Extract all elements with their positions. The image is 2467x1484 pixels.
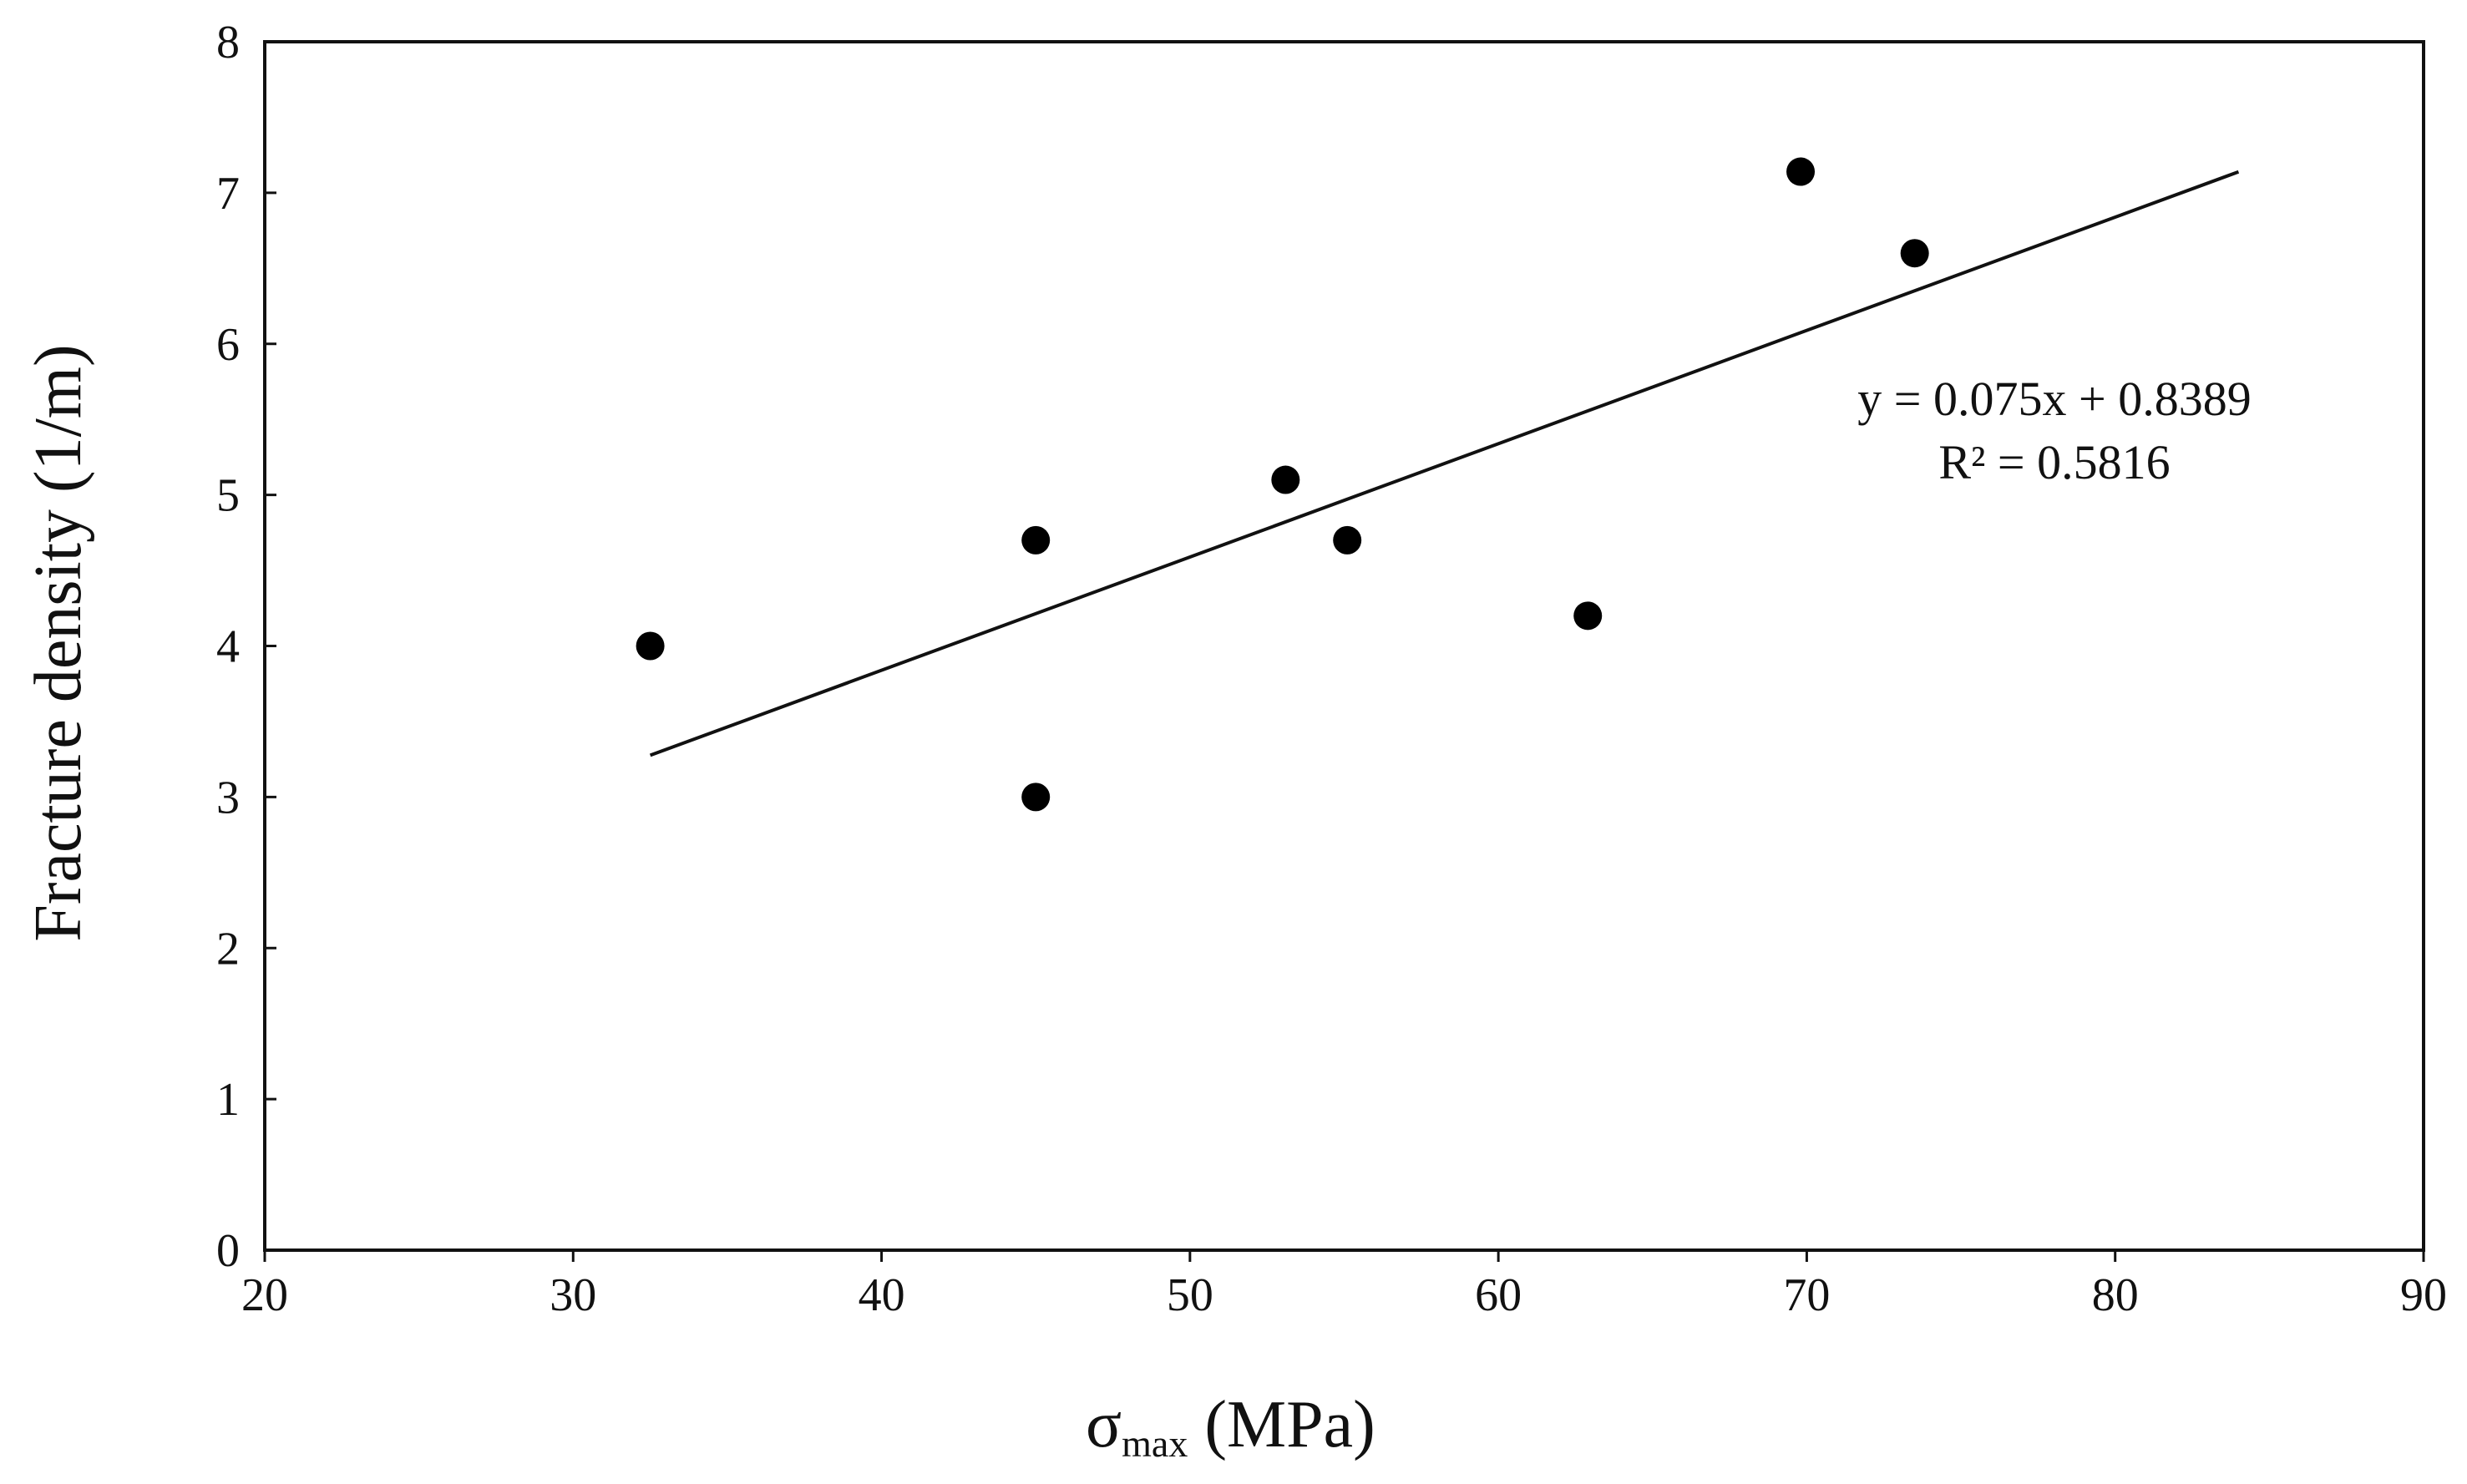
- x-tick-label: 20: [241, 1269, 288, 1321]
- data-point: [1786, 157, 1816, 186]
- x-tick-label: 40: [859, 1269, 905, 1321]
- x-tick-label: 30: [550, 1269, 596, 1321]
- x-axis-title: σmax (MPa): [1086, 1388, 1375, 1465]
- x-tick-label: 90: [2400, 1269, 2447, 1321]
- x-tick-label: 80: [2092, 1269, 2139, 1321]
- y-tick-label: 0: [216, 1225, 240, 1277]
- x-axis-ticks: 20 30 40 50 60 70 80 90: [241, 1250, 2447, 1321]
- y-tick-label: 2: [216, 923, 240, 975]
- x-axis-symbol: σ: [1086, 1388, 1122, 1461]
- data-point: [1021, 525, 1051, 555]
- y-tick-label: 8: [216, 17, 240, 68]
- data-points: [636, 157, 1929, 812]
- x-axis-subscript: max: [1122, 1422, 1188, 1465]
- x-tick-label: 50: [1167, 1269, 1213, 1321]
- x-axis-unit: (MPa): [1188, 1388, 1375, 1461]
- y-axis-title: Fracture density (1/m): [22, 344, 95, 941]
- y-tick-label: 4: [216, 621, 240, 673]
- r-squared: R² = 0.5816: [1938, 435, 2170, 489]
- data-point: [1900, 239, 1929, 268]
- data-point: [1333, 525, 1362, 555]
- data-point: [1271, 465, 1300, 494]
- y-tick-label: 6: [216, 319, 240, 371]
- x-tick-label: 70: [1783, 1269, 1830, 1321]
- y-axis-ticks: 0 1 2 3 4 5 6 7 8: [216, 17, 276, 1277]
- data-point: [1573, 601, 1603, 631]
- data-point: [1021, 783, 1051, 812]
- y-tick-label: 7: [216, 168, 240, 220]
- y-tick-label: 1: [216, 1074, 240, 1126]
- trend-line: [649, 170, 2240, 757]
- data-point: [636, 631, 665, 661]
- x-tick-label: 60: [1475, 1269, 1522, 1321]
- y-tick-label: 3: [216, 772, 240, 823]
- trend-equation: y = 0.075x + 0.8389: [1857, 372, 2251, 426]
- y-tick-label: 5: [216, 470, 240, 522]
